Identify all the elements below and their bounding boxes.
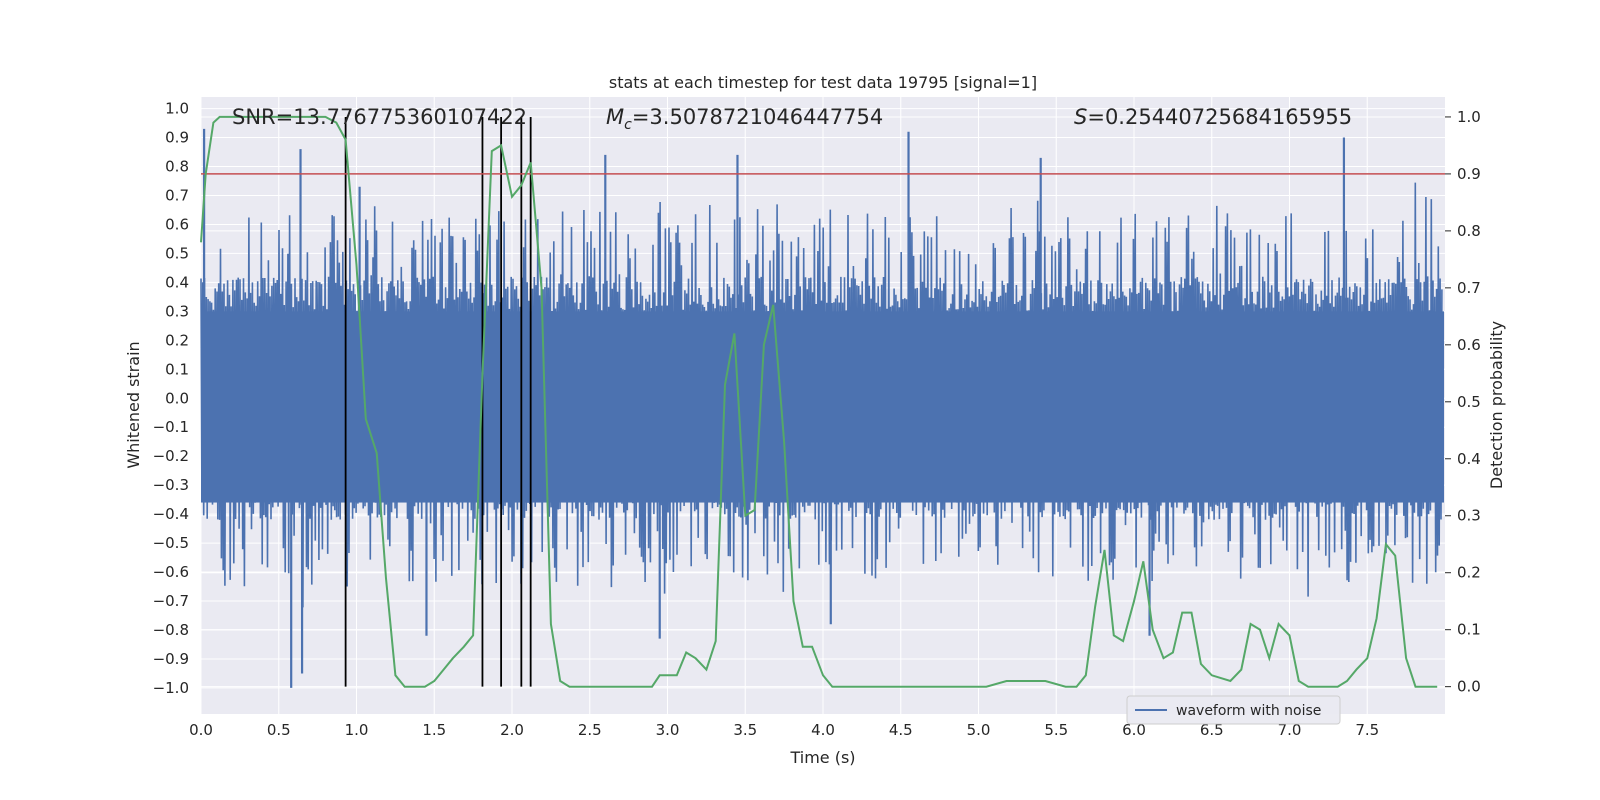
y-tick-label: 1.0 [165,100,189,118]
y-tick-label: −0.7 [153,592,189,610]
y2-tick-label: 0.5 [1457,393,1481,411]
chirp-mass-annotation: Mc=3.5078721046447754 [606,105,883,133]
chart-title: stats at each timestep for test data 197… [609,73,1037,92]
x-tick-label: 2.5 [578,721,602,739]
x-tick-label: 6.0 [1122,721,1146,739]
y2-axis-label: Detection probability [1487,321,1506,489]
y-tick-label: 0.5 [165,244,189,262]
y2-tick-label: 0.4 [1457,450,1481,468]
y-tick-label: −0.2 [153,447,189,465]
y-tick-label: 0.2 [165,331,189,349]
x-tick-label: 4.5 [889,721,913,739]
legend-label: waveform with noise [1176,703,1321,719]
y-tick-label: 0.9 [165,129,189,147]
x-tick-label: 4.0 [811,721,835,739]
event-lines [344,116,532,687]
y-tick-label: 0.4 [165,273,189,291]
x-tick-label: 3.0 [656,721,680,739]
y-tick-label: −0.1 [153,418,189,436]
chirp-mass-value: =3.5078721046447754 [632,105,883,129]
x-tick-label: 1.0 [345,721,369,739]
y2-tick-label: 0.1 [1457,621,1481,639]
x-tick-label: 3.5 [733,721,757,739]
y2-tick-label: 0.9 [1457,165,1481,183]
x-tick-labels: 0.0 0.5 1.0 1.5 2.0 2.5 3.0 3.5 4.0 4.5 5.0 5.5 6.0 6… [189,721,1379,739]
s-annotation: S=0.25440725684165955 [1074,105,1352,129]
x-tick-label: 5.5 [1044,721,1068,739]
y-tick-label: −0.8 [153,621,189,639]
x-tick-label: 2.0 [500,721,524,739]
y2-tick-label: 1.0 [1457,108,1481,126]
chirp-mass-subscript: c [624,117,632,133]
y2-tick-labels: 1.0 0.9 0.8 0.7 0.6 0.5 0.4 0.3 0.2 0.1 0.0 [1445,108,1481,696]
waveform-core-band [201,311,1444,503]
y2-tick-label: 0.3 [1457,507,1481,525]
y2-tick-label: 0.6 [1457,336,1481,354]
y-tick-label: 0.1 [165,360,189,378]
y2-tick-label: 0.7 [1457,279,1481,297]
y-tick-label: −0.6 [153,563,189,581]
x-tick-label: 0.5 [267,721,291,739]
y-axis-label: Whitened strain [124,341,143,468]
x-tick-label: 7.0 [1278,721,1302,739]
x-tick-label: 0.0 [189,721,213,739]
y2-tick-label: 0.2 [1457,564,1481,582]
detection-probability-line [200,115,1438,688]
y-tick-label: −0.9 [153,650,189,668]
y-tick-label: 0.3 [165,302,189,320]
y-tick-label: −1.0 [153,679,189,697]
legend: waveform with noise [1126,695,1341,725]
y-tick-label: −0.4 [153,505,189,523]
y2-tick-label: 0.0 [1457,678,1481,696]
y2-tick-label: 0.8 [1457,222,1481,240]
y-tick-label: 0.6 [165,215,189,233]
y-tick-label: 0.8 [165,158,189,176]
snr-annotation: SNR=13.776775360107422 [232,105,527,129]
x-tick-label: 1.5 [422,721,446,739]
x-axis-label: Time (s) [789,748,855,767]
y-tick-label: −0.3 [153,476,189,494]
x-tick-label: 5.0 [967,721,991,739]
y-tick-label: −0.5 [153,534,189,552]
s-symbol: S [1074,105,1087,129]
s-value: =0.25440725684165955 [1087,105,1352,129]
y-tick-label: 0.0 [165,389,189,407]
y-tick-labels: 1.0 0.9 0.8 0.7 0.6 0.5 0.4 0.3 0.2 0.1 0.0 −0.1 −0.… [153,100,189,697]
y-tick-label: 0.7 [165,186,189,204]
chirp-mass-symbol: M [606,105,624,129]
legend-box [1126,695,1341,725]
x-tick-label: 7.5 [1355,721,1379,739]
x-tick-label: 6.5 [1200,721,1224,739]
waveform-series [200,128,1444,688]
